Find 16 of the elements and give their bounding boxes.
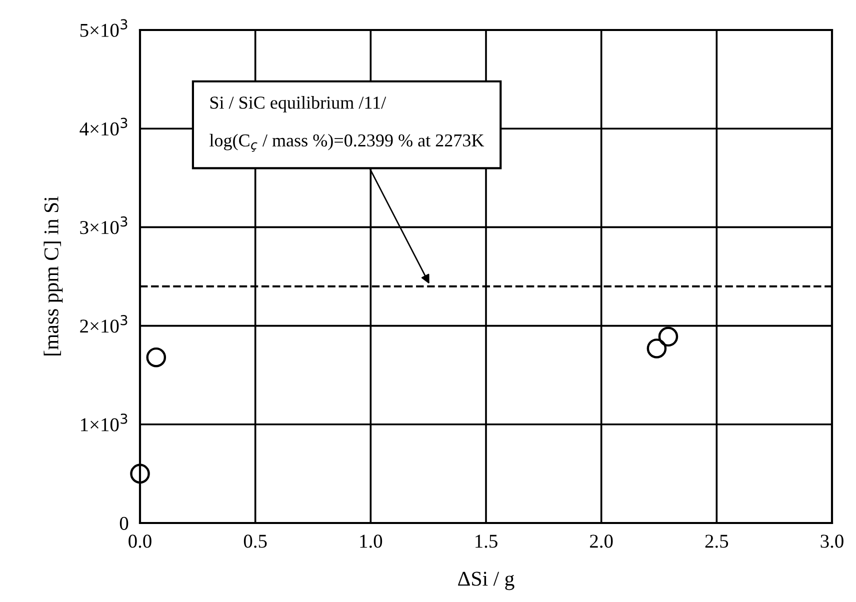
x-tick-label: 0.5 [244, 534, 267, 548]
x-tick-label: 1.0 [360, 534, 382, 548]
x-axis-title: ΔSi / g [458, 572, 514, 590]
x-tick-label: 2.0 [590, 534, 613, 548]
y-tick-label: 2×10$^{3}$ [80, 314, 128, 333]
y-tick-label: 0 [120, 516, 128, 530]
y-tick-label: 5×10$^{3}$ [80, 19, 128, 37]
x-tick-label: 0.0 [128, 534, 152, 548]
x-tick-label: 2.5 [705, 534, 728, 548]
x-tick-label: 1.5 [476, 534, 498, 548]
y-tick-label: 1×10$^{3}$ [81, 414, 128, 432]
annotation: Si / SiC equilibrium /11/ log(C$_{ç}$ / mass %)=0.2399 % at 2273K [210, 96, 484, 152]
y-tick-label: 3×10$^{3}$ [80, 216, 128, 234]
y-axis-title: [mass ppm C] in Si [44, 196, 63, 356]
y-tick-label: 4×10$^{3}$ [80, 118, 128, 136]
x-tick-label: 3.0 [820, 534, 844, 548]
